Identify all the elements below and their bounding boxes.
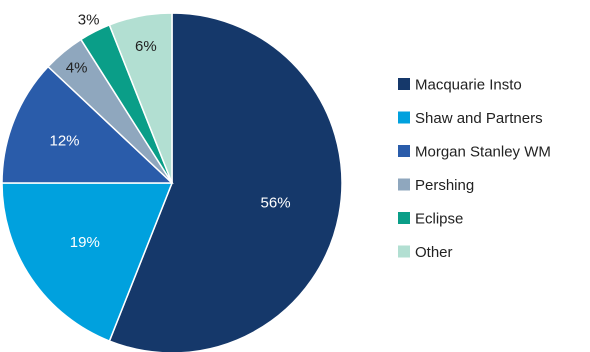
legend-label-other: Other [415, 244, 453, 261]
pie-slices [1, 12, 343, 352]
legend-item-shaw-and-partners: Shaw and Partners [398, 110, 543, 127]
legend-label-pershing: Pershing [415, 177, 474, 194]
legend-item-morgan-stanley-wm: Morgan Stanley WM [398, 144, 551, 161]
legend-swatch-macquarie-insto [398, 78, 410, 90]
legend-swatch-morgan-stanley-wm [398, 145, 410, 157]
legend-swatch-shaw-and-partners [398, 111, 410, 124]
slice-value-label-macquarie-insto: 56% [261, 195, 291, 212]
legend-item-macquarie-insto: Macquarie Insto [398, 77, 522, 94]
legend-swatch-other [398, 245, 410, 258]
legend-item-pershing: Pershing [398, 177, 474, 194]
legend-label-macquarie-insto: Macquarie Insto [415, 77, 522, 94]
legend-label-eclipse: Eclipse [415, 211, 463, 228]
legend-label-morgan-stanley-wm: Morgan Stanley WM [415, 144, 551, 161]
legend-item-other: Other [398, 244, 453, 261]
legend-label-shaw-and-partners: Shaw and Partners [415, 110, 543, 127]
legend: Macquarie Insto Shaw and Partners Morgan S… [398, 77, 551, 261]
slice-value-label-shaw-and-partners: 19% [70, 234, 100, 251]
slice-value-label-pershing: 4% [66, 60, 88, 77]
pie-slice-labels: 56% 19% 12% 4% 3% 6% [50, 11, 291, 251]
slice-value-label-other: 6% [135, 38, 157, 55]
pie-slice-shaw-and-partners [1, 182, 174, 343]
slice-value-label-eclipse: 3% [78, 11, 100, 28]
pie-slice-other [108, 12, 173, 184]
legend-swatch-eclipse [398, 212, 410, 224]
legend-swatch-pershing [398, 178, 410, 191]
legend-item-eclipse: Eclipse [398, 211, 463, 228]
slice-value-label-morgan-stanley-wm: 12% [50, 132, 80, 149]
pie-slice-morgan-stanley-wm [1, 65, 174, 184]
